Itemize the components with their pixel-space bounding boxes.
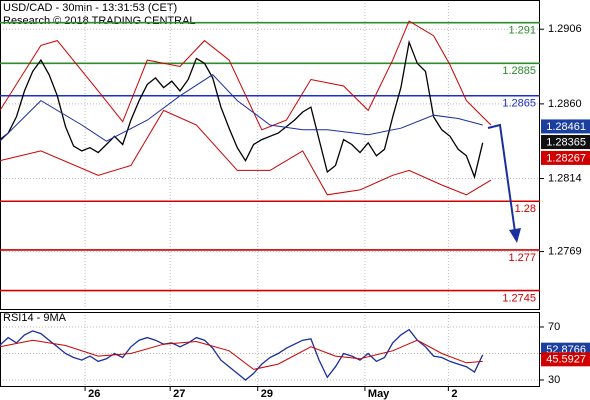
chart-subtitle: Research © 2018 TRADING CENTRAL (3, 15, 196, 27)
panel-frame (0, 312, 540, 387)
level-label: 1.291 (508, 25, 536, 37)
series-line (0, 109, 492, 196)
price-tag (541, 352, 590, 367)
price-tag-label: 45.5927 (546, 354, 586, 366)
x-tick-label: 27 (173, 388, 185, 400)
indicator-title: RSI14 - 9MA (3, 312, 67, 324)
y-tick-label: 1.2860 (548, 98, 582, 110)
y-tick-label: 1.2769 (548, 245, 582, 257)
forecast-arrowhead (509, 228, 521, 243)
price-tag (541, 135, 590, 150)
level-label: 1.28 (515, 203, 536, 215)
series-line (0, 339, 483, 370)
series-line (0, 74, 483, 142)
series-line (0, 20, 492, 131)
level-label: 1.2885 (502, 65, 536, 77)
level-label: 1.277 (508, 252, 536, 264)
panel-frame (0, 0, 540, 310)
price-tag-label: 1.28267 (546, 152, 586, 164)
price-tag (541, 150, 590, 165)
level-label: 1.2745 (502, 292, 536, 304)
x-tick-label: 26 (88, 388, 100, 400)
forecast-arrow (487, 123, 516, 233)
level-label: 1.2865 (502, 98, 536, 110)
y-tick-label: 1.2906 (548, 23, 582, 35)
x-tick-label: May (368, 388, 390, 400)
y-tick-label: 70 (548, 321, 560, 333)
x-tick-label: 29 (261, 388, 273, 400)
chart-title: USD/CAD - 30min - 13:31:53 (CET) (3, 2, 177, 14)
series-line (0, 39, 484, 180)
price-tag-label: 1.28365 (546, 136, 586, 148)
x-tick-label: 2 (451, 388, 457, 400)
y-tick-label: 1.2814 (548, 172, 582, 184)
series-line (0, 328, 484, 381)
y-tick-label: 30 (548, 374, 560, 386)
price-tag-label: 1.28461 (546, 121, 586, 133)
price-tag (541, 119, 590, 134)
